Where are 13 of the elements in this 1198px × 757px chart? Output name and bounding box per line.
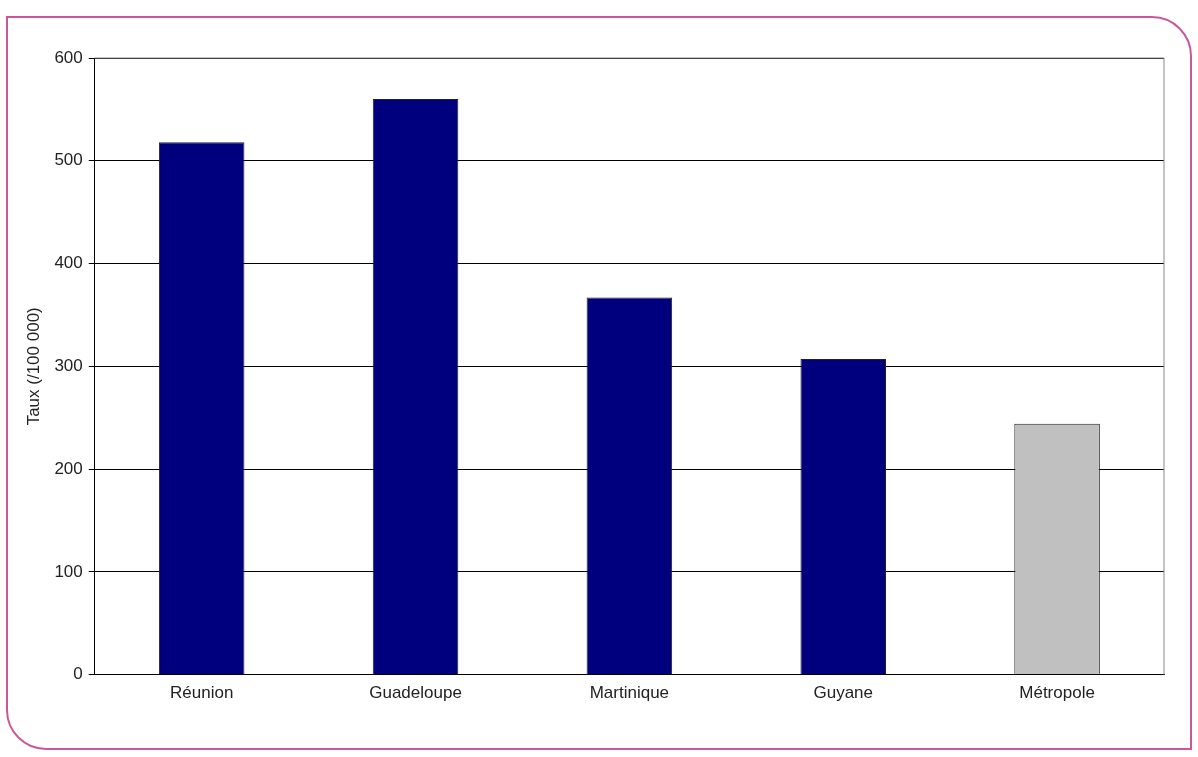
y-tick-label: 100	[54, 561, 83, 581]
x-tick-label: Réunion	[170, 683, 234, 703]
x-tick-label: Guadeloupe	[369, 683, 462, 703]
x-tick-label: Guyane	[813, 683, 873, 703]
y-axis-title: Taux (/100 000)	[23, 307, 43, 426]
x-tick-label: Martinique	[589, 683, 670, 703]
x-tick-label: Métropole	[1019, 683, 1095, 703]
y-tick-label: 500	[54, 150, 83, 170]
y-tick-label: 0	[73, 664, 83, 684]
y-tick-label: 200	[54, 458, 83, 478]
y-tick-label: 600	[54, 47, 83, 67]
y-tick-label: 300	[54, 355, 83, 375]
y-tick-label: 400	[54, 253, 83, 273]
